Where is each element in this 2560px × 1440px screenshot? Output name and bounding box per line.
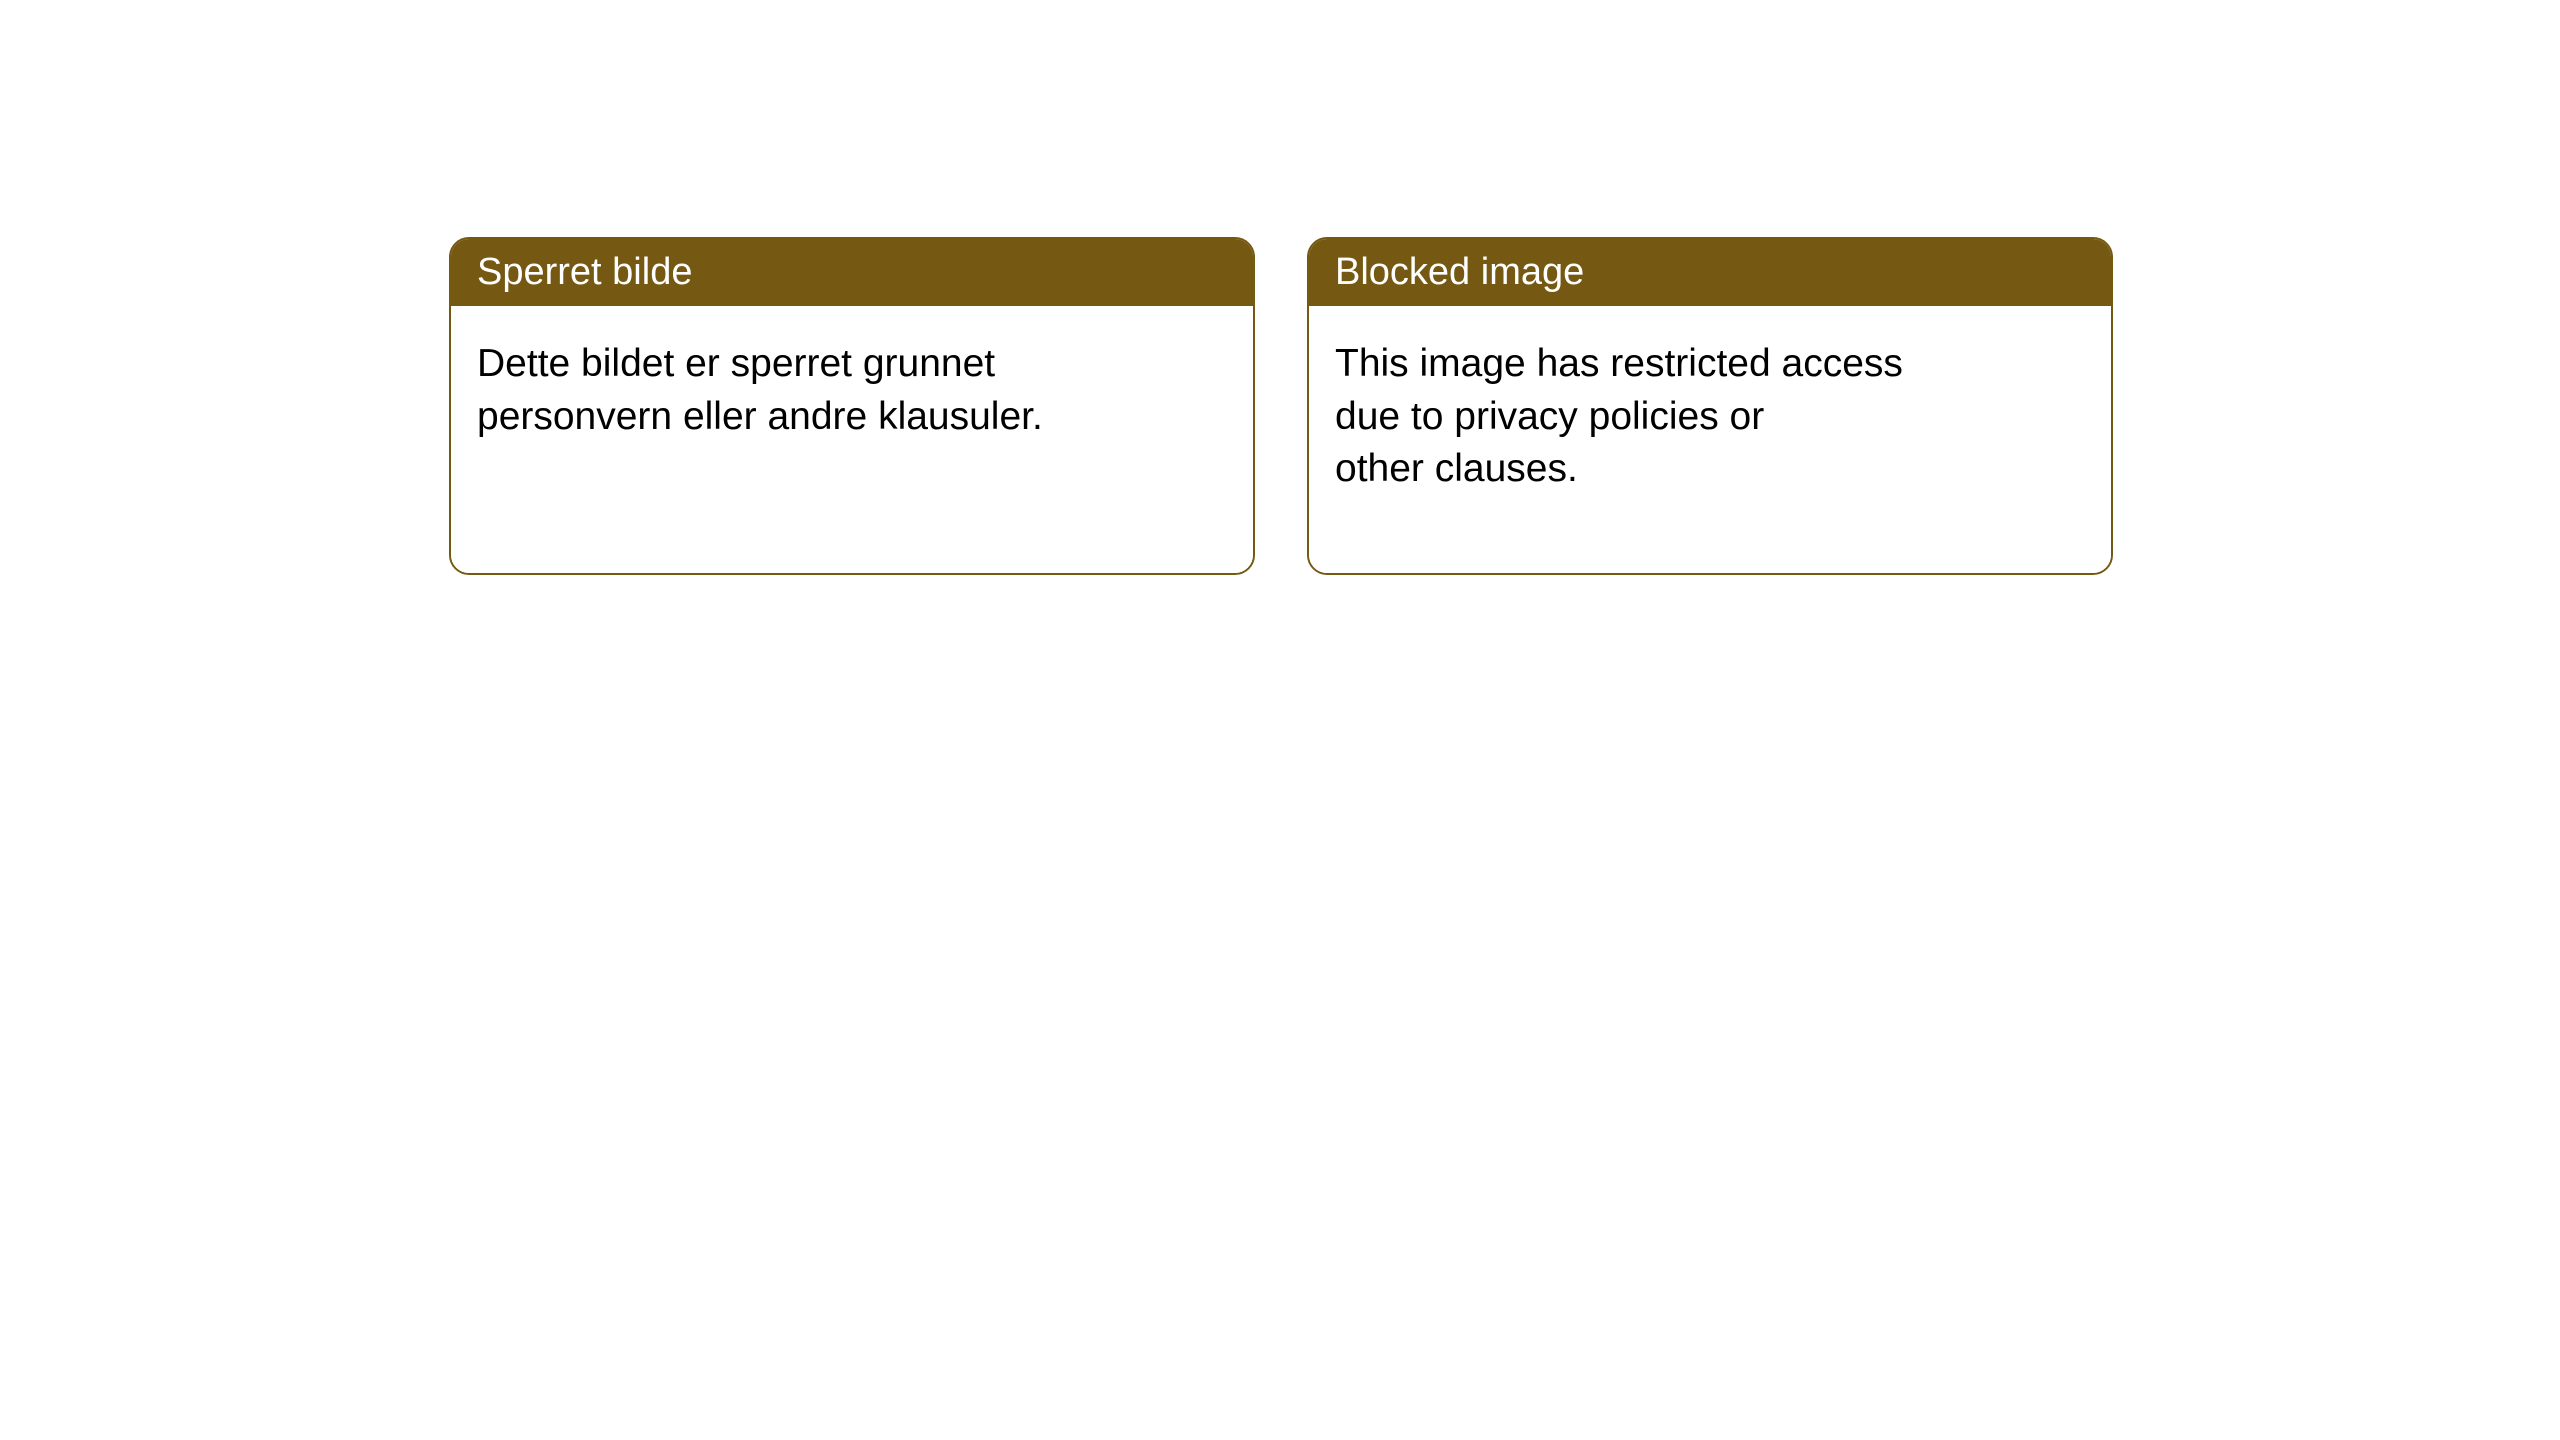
notice-card-en-title: Blocked image	[1335, 251, 1584, 293]
notice-container: Sperret bilde Dette bildet er sperret gr…	[449, 237, 2113, 575]
notice-card-no-text: Dette bildet er sperret grunnet personve…	[477, 338, 1084, 443]
notice-card-en: Blocked image This image has restricted …	[1307, 237, 2113, 575]
notice-card-no-header: Sperret bilde	[451, 239, 1253, 306]
notice-card-en-header: Blocked image	[1309, 239, 2111, 306]
notice-card-no-body: Dette bildet er sperret grunnet personve…	[451, 306, 1253, 573]
notice-card-no: Sperret bilde Dette bildet er sperret gr…	[449, 237, 1255, 575]
notice-card-en-body: This image has restricted access due to …	[1309, 306, 2111, 573]
notice-card-no-title: Sperret bilde	[477, 251, 692, 293]
notice-card-en-text: This image has restricted access due to …	[1335, 338, 1942, 496]
